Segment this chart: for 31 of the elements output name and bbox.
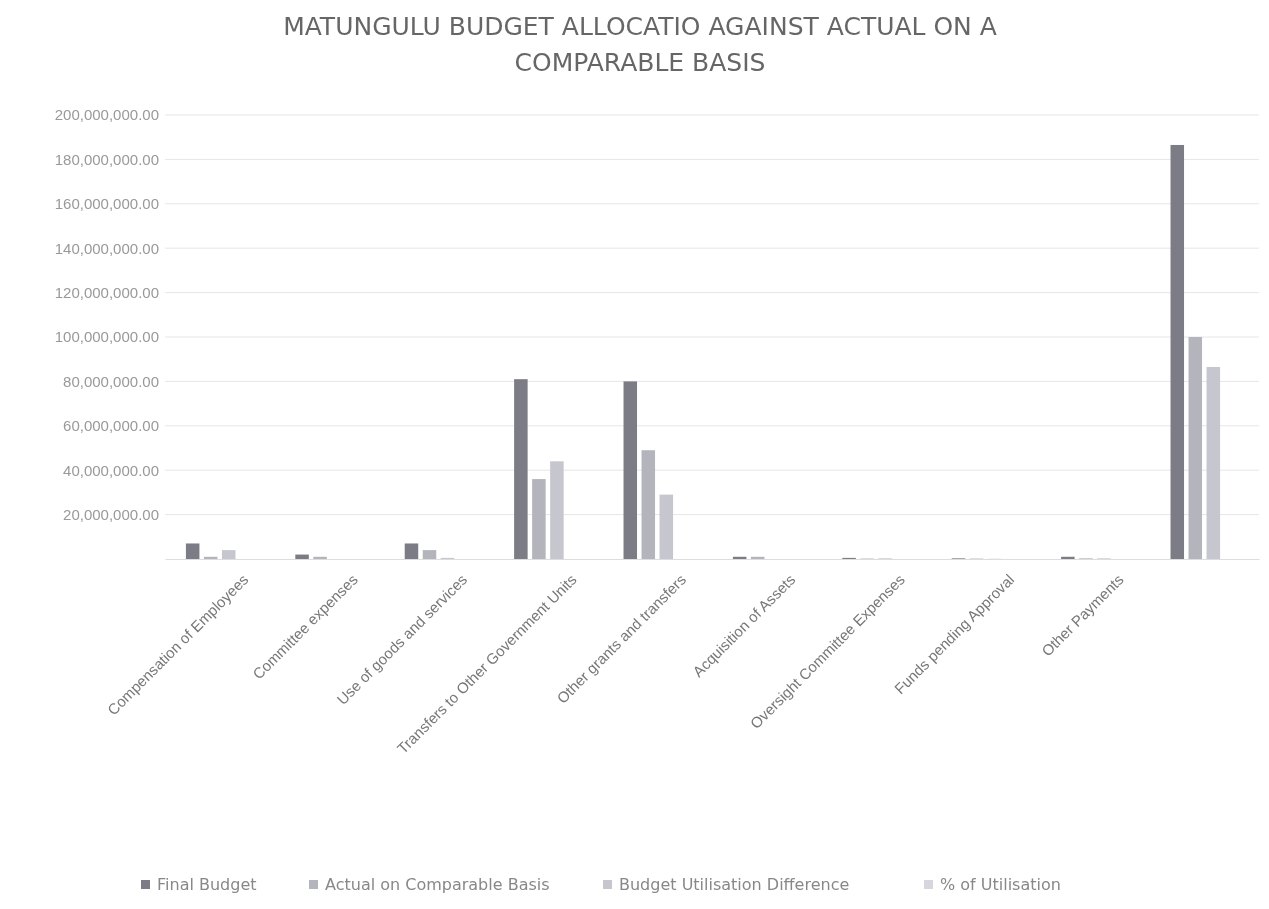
bar	[422, 550, 437, 559]
bar	[514, 379, 528, 559]
y-tick-label: 40,000,000.00	[63, 461, 159, 479]
y-tick-label: 20,000,000.00	[63, 505, 159, 523]
bar	[532, 479, 546, 559]
y-tick-label: 60,000,000.00	[63, 417, 159, 435]
y-tick-label: 120,000,000.00	[54, 283, 159, 301]
legend-label: % of Utilisation	[940, 875, 1061, 894]
bar	[185, 543, 200, 559]
bar	[295, 554, 309, 559]
y-tick-label: 100,000,000.00	[54, 328, 159, 346]
y-tick-label: 160,000,000.00	[54, 195, 159, 213]
bar	[1206, 366, 1221, 559]
bar	[221, 550, 236, 559]
legend-label: Budget Utilisation Difference	[619, 875, 850, 894]
bar	[1170, 144, 1185, 559]
legend-label: Final Budget	[157, 875, 257, 894]
bar	[313, 556, 327, 559]
bar	[550, 461, 564, 559]
bar	[1061, 556, 1075, 559]
y-tick-label: 200,000,000.00	[54, 106, 159, 124]
y-tick-label: 180,000,000.00	[54, 150, 159, 168]
y-tick-label: 140,000,000.00	[54, 239, 159, 257]
bar	[1188, 337, 1203, 559]
bar	[659, 494, 674, 559]
bar	[404, 543, 419, 559]
y-tick-label: 80,000,000.00	[63, 372, 159, 390]
bar	[641, 450, 656, 559]
legend-label: Actual on Comparable Basis	[325, 875, 550, 894]
chart-title: MATUNGULU BUDGET ALLOCATIO AGAINST ACTUAL ON A COMPARABLE BASIS	[283, 12, 997, 77]
bar	[623, 381, 638, 559]
